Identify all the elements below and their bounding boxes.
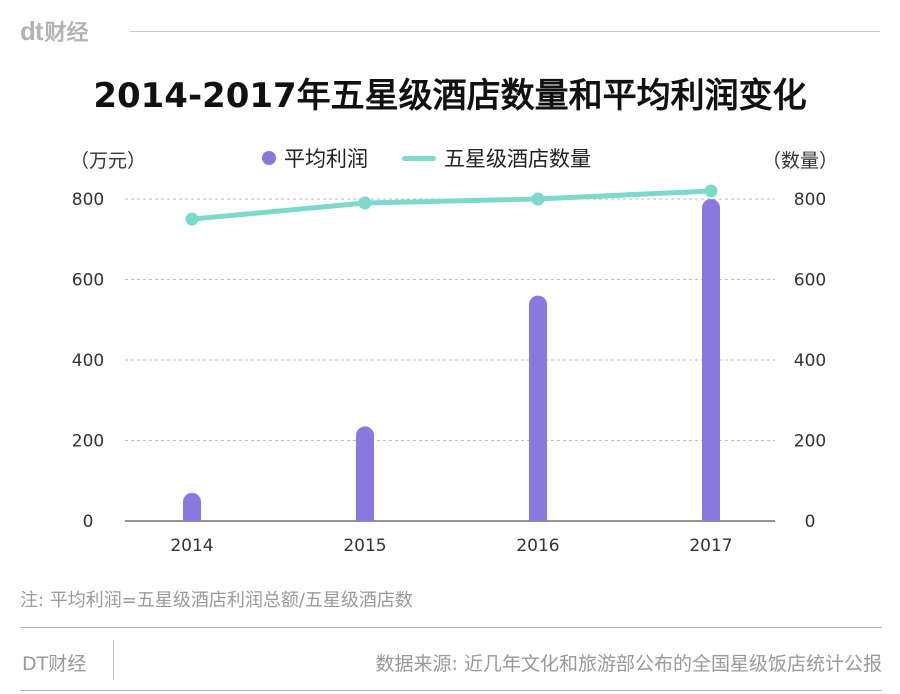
footer-top-divider — [20, 627, 882, 628]
header-divider — [130, 31, 880, 32]
line-point-hotel-count — [185, 212, 199, 226]
line-point-hotel-count — [531, 192, 545, 206]
left-axis-tick-label: 600 — [72, 271, 104, 291]
x-axis-tick-label: 2014 — [170, 536, 213, 556]
chart-title: 2014-2017年五星级酒店数量和平均利润变化 — [93, 76, 807, 116]
brand-logo: dt 财经 — [20, 15, 89, 47]
chart-legend: 平均利润 五星级酒店数量 — [262, 144, 591, 172]
line-point-hotel-count — [704, 184, 718, 198]
x-axis-tick-label: 2017 — [689, 536, 732, 556]
x-axis-tick-label: 2016 — [516, 536, 559, 556]
x-axis-tick-label: 2015 — [343, 536, 386, 556]
legend-bar-marker — [262, 151, 276, 165]
right-axis-tick-label: 400 — [794, 351, 826, 371]
right-axis-tick-label: 800 — [794, 190, 826, 210]
footer-brand: DT财经 — [22, 653, 87, 675]
footer-bottom-divider — [20, 690, 882, 691]
chart-plot: 0 0 200 200 400 400 600 600 800 800 2014 2015 2016 20… — [72, 184, 826, 556]
data-source: 数据来源: 近几年文化和旅游部公布的全国星级饭店统计公报 — [375, 653, 882, 675]
left-axis-tick-label: 200 — [72, 432, 104, 452]
legend-bar-label: 平均利润 — [284, 147, 368, 171]
logo-mark: dt — [20, 15, 44, 46]
line-hotel-count — [189, 188, 714, 222]
line-point-hotel-count — [358, 196, 372, 210]
chart-note: 注: 平均利润=五星级酒店利润总额/五星级酒店数 — [20, 590, 413, 611]
right-axis-unit: （数量） — [762, 150, 839, 172]
left-axis-tick-label: 800 — [72, 190, 104, 210]
left-axis-unit: （万元） — [70, 150, 147, 172]
bar-avg-profit — [356, 426, 374, 521]
brand-name: 财经 — [44, 21, 89, 46]
right-axis-tick-label: 600 — [794, 271, 826, 291]
legend-line-marker — [402, 155, 436, 161]
left-axis-tick-label: 0 — [83, 512, 94, 532]
footer-separator — [113, 640, 114, 680]
header: dt 财经 — [20, 16, 880, 50]
bar-avg-profit — [183, 492, 201, 521]
right-axis-tick-label: 200 — [794, 432, 826, 452]
left-axis-tick-label: 400 — [72, 351, 104, 371]
bar-avg-profit — [702, 199, 720, 521]
legend-line-label: 五星级酒店数量 — [444, 147, 591, 171]
bar-avg-profit — [529, 295, 547, 521]
right-axis-tick-label: 0 — [805, 512, 816, 532]
